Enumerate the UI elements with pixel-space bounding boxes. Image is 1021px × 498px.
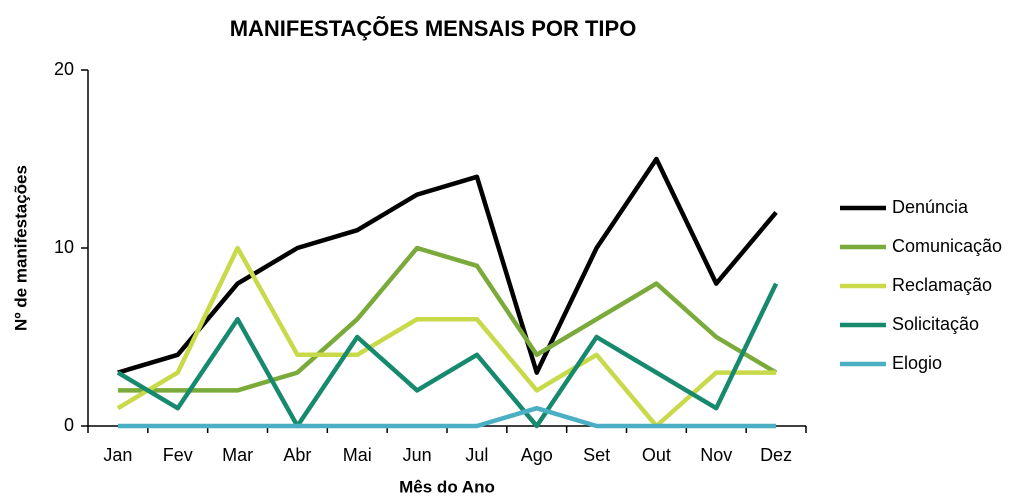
- y-tick-label: 0: [64, 415, 74, 435]
- data-line: [116, 245, 777, 429]
- x-tick-label: Abr: [283, 445, 311, 465]
- data-line: [117, 245, 778, 393]
- data-line: [117, 156, 778, 375]
- x-tick-label: Mar: [222, 445, 253, 465]
- x-tick-label: Ago: [521, 445, 553, 465]
- x-tick-label: Out: [642, 445, 671, 465]
- legend-label: Reclamação: [892, 275, 992, 295]
- x-tick-label: Set: [583, 445, 610, 465]
- legend-label: Comunicação: [892, 236, 1002, 256]
- y-tick-label: 10: [54, 237, 74, 257]
- x-tick-label: Nov: [700, 445, 732, 465]
- x-tick-label: Fev: [163, 445, 193, 465]
- y-axis-label: Nº de manifestações: [11, 165, 30, 331]
- x-tick-label: Mai: [343, 445, 372, 465]
- legend-label: Solicitação: [892, 314, 979, 334]
- chart-title: MANIFESTAÇÕES MENSAIS POR TIPO: [230, 16, 637, 41]
- y-tick-label: 20: [54, 59, 74, 79]
- x-axis-label: Mês do Ano: [399, 477, 495, 496]
- legend-label: Denúncia: [892, 197, 969, 217]
- legend-label: Elogio: [892, 353, 942, 373]
- x-tick-label: Jul: [465, 445, 488, 465]
- data-line: [117, 405, 777, 429]
- x-tick-label: Jun: [403, 445, 432, 465]
- x-tick-label: Dez: [760, 445, 792, 465]
- data-line: [116, 282, 779, 429]
- x-tick-label: Jan: [103, 445, 132, 465]
